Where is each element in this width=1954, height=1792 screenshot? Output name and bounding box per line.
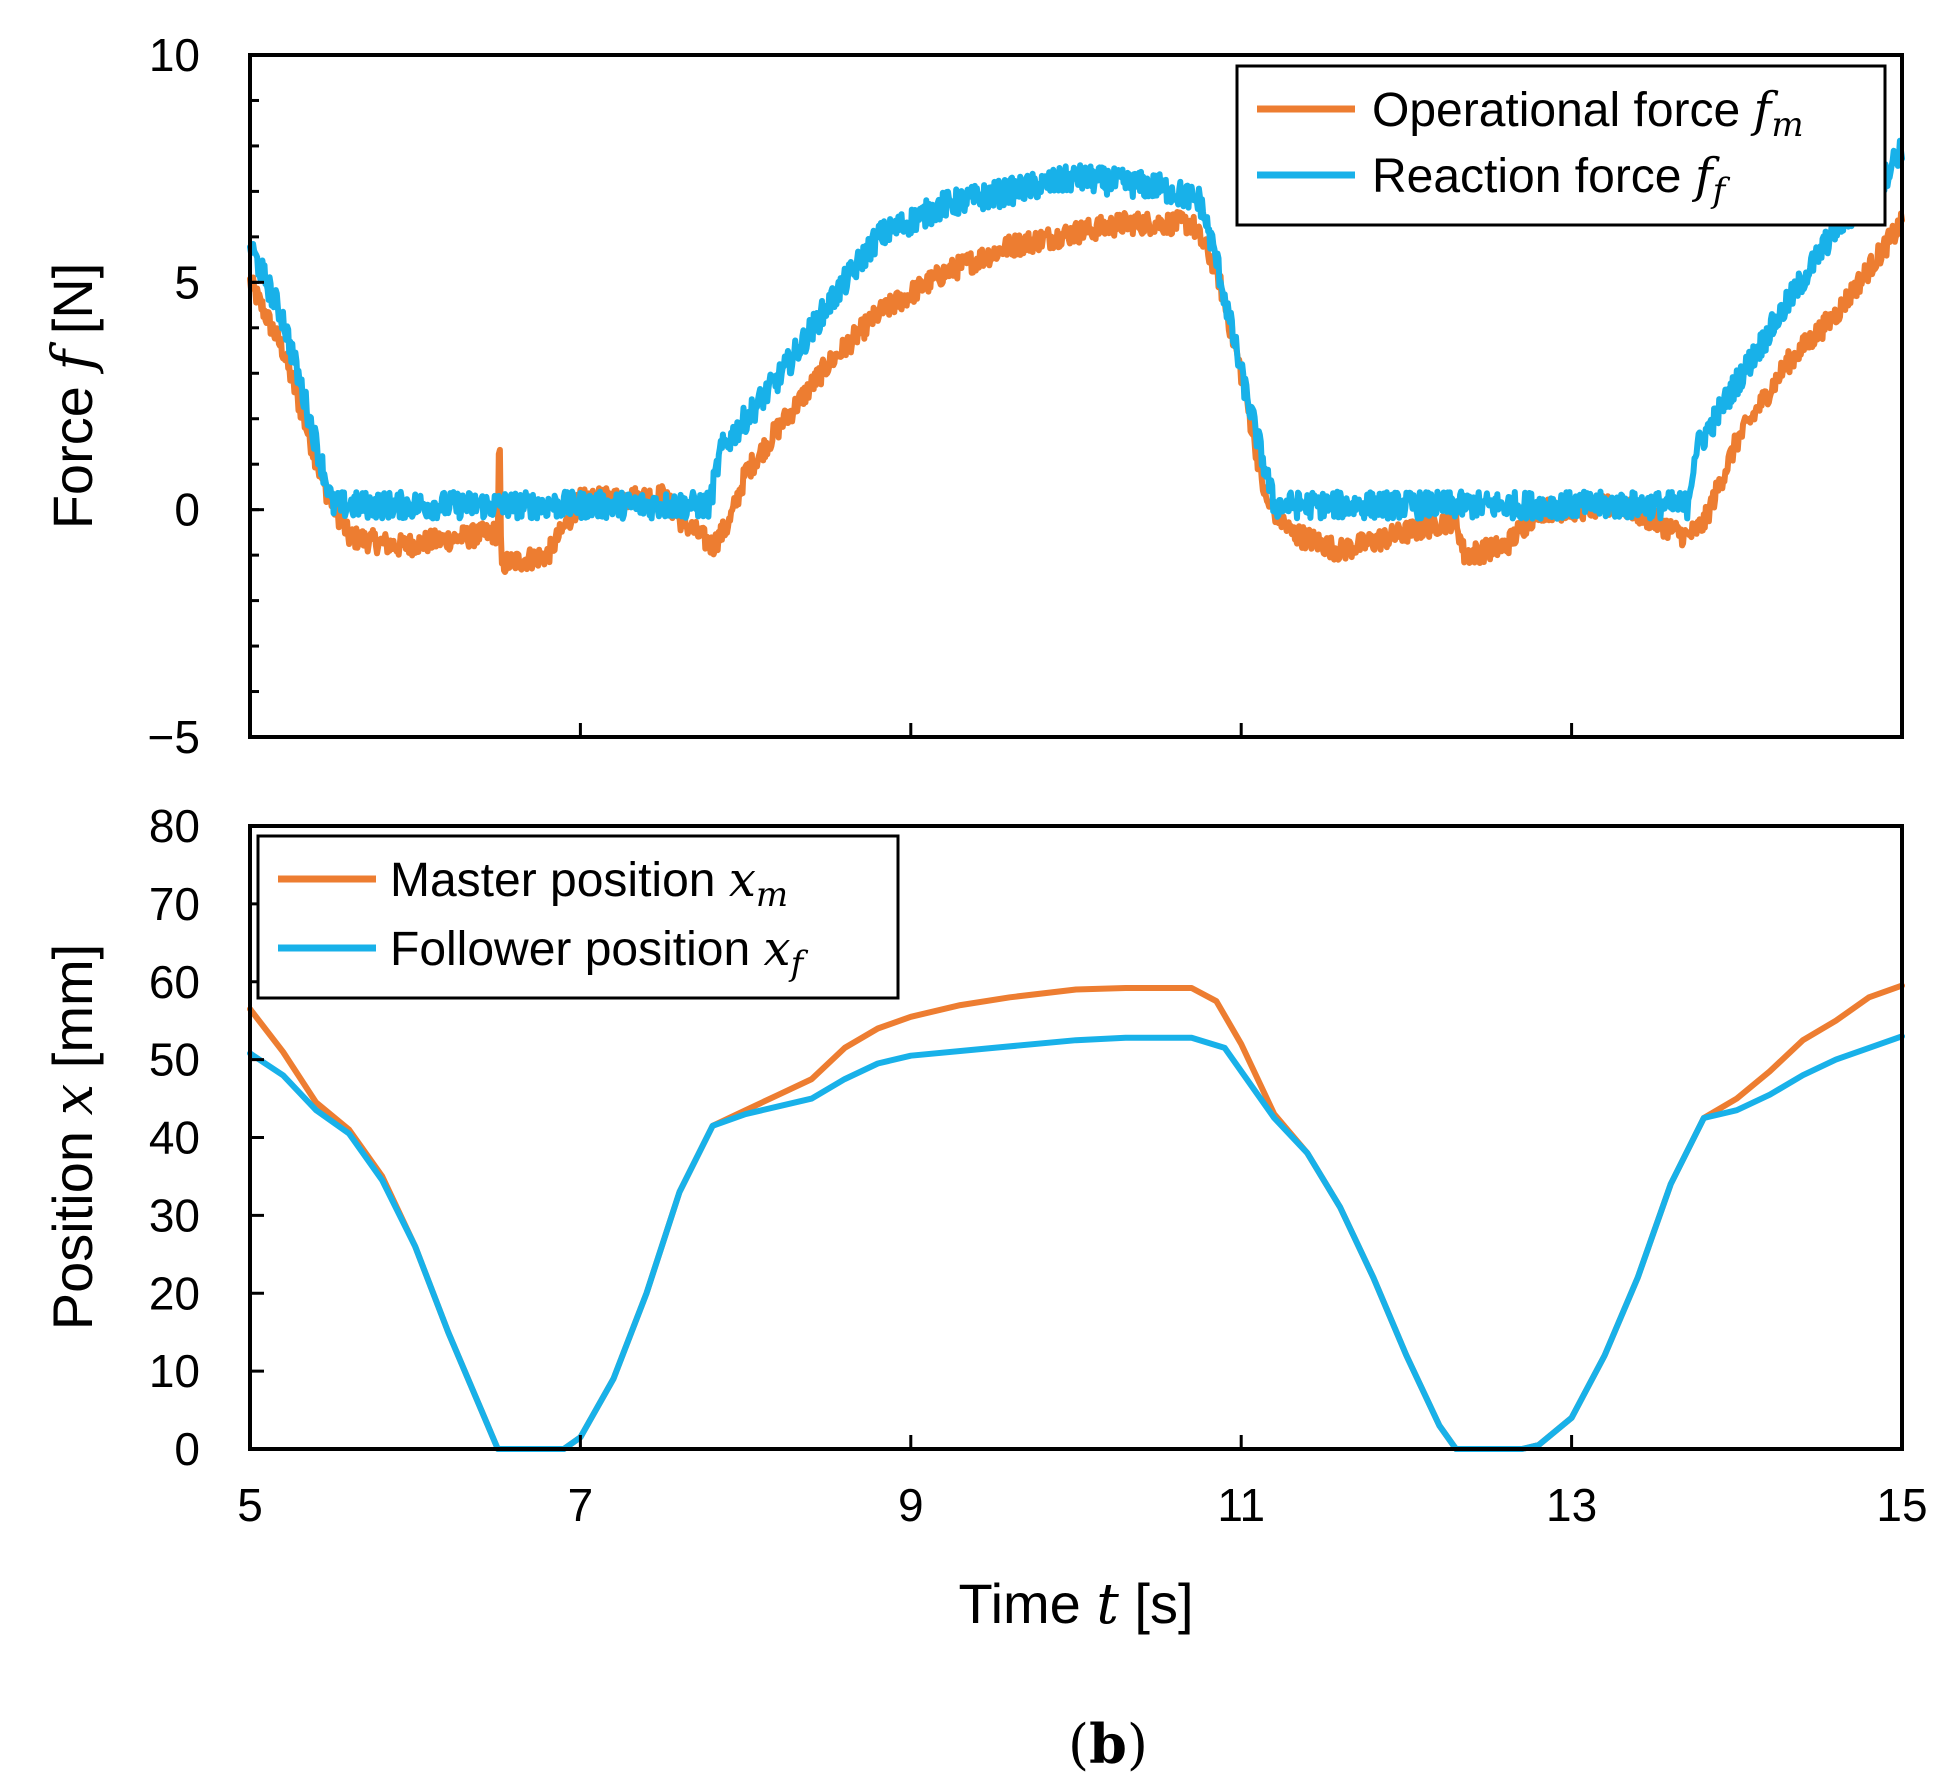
y-tick-label: 80 [149,800,200,852]
legend-follower-position-symbol: x [764,921,791,977]
force-legend: Operational force fm Reaction force ff [1235,64,1887,227]
legend-label-operational-force: Operational force fm [1372,82,1804,145]
x-tick-label: 7 [568,1479,594,1531]
position-xlabel-symbol: t [1096,1572,1119,1637]
legend-label-reaction-force: Reaction force ff [1372,148,1731,211]
x-tick-label: 13 [1546,1479,1597,1531]
position-chart: 0 10 20 30 40 50 60 70 80 5 7 9 11 13 15 Position x [m… [41,800,1928,1637]
position-series-group [247,982,1905,1452]
y-tick-label: −5 [148,711,200,763]
position-ylabel-symbol: x [41,1084,106,1116]
legend-reaction-force-name: Reaction force [1372,150,1682,203]
force-axis-ticks: −5 0 5 10 [148,29,1904,763]
y-tick-label: 10 [149,29,200,81]
force-ylabel-unit: [N] [41,263,104,350]
legend-master-position-name: Master position [390,854,715,907]
position-legend-box [256,834,900,1000]
position-ylabel: Position x [mm] [41,944,106,1330]
series-line-follower-position [247,1033,1905,1452]
force-chart: −5 0 5 10 Force f [N] Operational force fm … [41,29,1905,763]
y-tick-label: 70 [149,878,200,930]
series-line-reaction-force [247,137,1905,522]
legend-label-follower-position: Follower position xf [390,921,809,984]
x-tick-label: 5 [237,1479,263,1531]
panel-label-open: ( [1068,1713,1089,1776]
legend-operational-force-subscript: m [1771,105,1803,145]
x-tick-label: 11 [1217,1479,1265,1531]
position-ylabel-text: Position [41,1115,104,1330]
legend-master-position-symbol: x [729,852,756,908]
y-tick-label: 20 [149,1267,200,1319]
force-ylabel: Force f [N] [41,263,106,530]
y-tick-label: 0 [174,1423,200,1475]
x-tick-label: 9 [898,1479,924,1531]
position-xlabel-unit: [s] [1119,1572,1194,1635]
force-plot-frame [248,53,1904,739]
position-xlabel: Time t [s] [958,1572,1193,1637]
legend-label-master-position: Master position xm [390,852,788,915]
y-tick-label: 10 [149,1345,200,1397]
series-line-master-position [247,982,1905,1452]
panel-label-close: ) [1127,1713,1148,1776]
legend-master-position-subscript: m [756,875,788,915]
y-tick-label: 30 [149,1189,200,1241]
position-axis-ticks: 0 10 20 30 40 50 60 70 80 5 7 9 11 13 15 [149,800,1928,1531]
panel-label: (b) [1068,1712,1148,1776]
y-tick-label: 50 [149,1034,200,1086]
force-series-group [247,137,1905,575]
panel-label-letter: b [1089,1712,1127,1776]
force-legend-box [1235,64,1887,227]
legend-operational-force-name: Operational force [1372,84,1740,137]
y-tick-label: 5 [174,256,200,308]
position-xlabel-text: Time [958,1572,1096,1635]
legend-follower-position-name: Follower position [390,923,750,976]
y-tick-label: 40 [149,1112,200,1164]
y-tick-label: 0 [174,484,200,536]
force-ylabel-text: Force [41,371,104,530]
position-ylabel-unit: [mm] [41,944,104,1084]
y-tick-label: 60 [149,956,200,1008]
position-legend: Master position xm Follower position xf [256,834,900,1000]
x-tick-label: 15 [1876,1479,1927,1531]
